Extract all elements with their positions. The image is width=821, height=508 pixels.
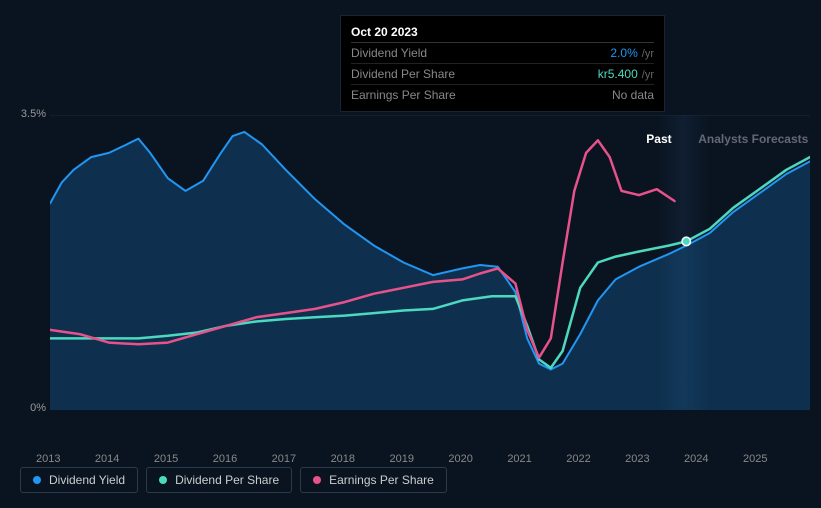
chart-area <box>50 115 810 410</box>
tooltip-row-value: kr5.400 <box>598 67 638 81</box>
tooltip-row: Dividend Yield 2.0% /yr <box>351 43 654 64</box>
x-tick: 2013 <box>36 453 60 465</box>
tooltip-row-value: 2.0% <box>610 46 637 60</box>
x-tick: 2024 <box>684 453 708 465</box>
tooltip-row-label: Dividend Per Share <box>351 67 455 81</box>
legend-item[interactable]: Dividend Yield <box>20 467 138 493</box>
x-tick: 2016 <box>213 453 237 465</box>
x-tick: 2022 <box>566 453 590 465</box>
legend-dot <box>159 476 167 484</box>
x-tick: 2020 <box>448 453 472 465</box>
x-tick: 2017 <box>272 453 296 465</box>
tooltip-row-value: No data <box>612 88 654 102</box>
x-tick: 2018 <box>331 453 355 465</box>
tooltip-row-unit: /yr <box>642 69 654 81</box>
tooltip-row: Earnings Per Share No data <box>351 85 654 105</box>
tooltip-row-label: Dividend Yield <box>351 46 427 60</box>
legend-item[interactable]: Earnings Per Share <box>300 467 447 493</box>
x-tick: 2021 <box>507 453 531 465</box>
legend-item[interactable]: Dividend Per Share <box>146 467 292 493</box>
chart-svg <box>50 115 810 410</box>
tooltip-date: Oct 20 2023 <box>351 22 654 43</box>
tooltip-rows: Dividend Yield 2.0% /yr Dividend Per Share k… <box>351 43 654 105</box>
x-tick: 2023 <box>625 453 649 465</box>
legend-dot <box>33 476 41 484</box>
tooltip-row-label: Earnings Per Share <box>351 88 456 102</box>
y-axis-label-bottom: 0% <box>30 402 46 414</box>
x-tick: 2014 <box>95 453 119 465</box>
tooltip-row-unit: /yr <box>642 48 654 60</box>
y-axis-label-top: 3.5% <box>21 108 46 120</box>
past-label: Past <box>646 132 671 146</box>
legend-label: Dividend Yield <box>49 473 125 487</box>
x-tick: 2015 <box>154 453 178 465</box>
legend-label: Earnings Per Share <box>329 473 434 487</box>
tooltip-row: Dividend Per Share kr5.400/yr <box>351 64 654 85</box>
forecast-label: Analysts Forecasts <box>698 132 808 146</box>
tooltip: Oct 20 2023 Dividend Yield2.0%/yrDividen… <box>340 15 665 112</box>
legend: Dividend Yield Dividend Per Share Earnings… <box>20 467 447 493</box>
legend-dot <box>313 476 321 484</box>
legend-label: Dividend Per Share <box>175 473 279 487</box>
x-tick: 2019 <box>389 453 413 465</box>
x-tick: 2025 <box>743 453 767 465</box>
